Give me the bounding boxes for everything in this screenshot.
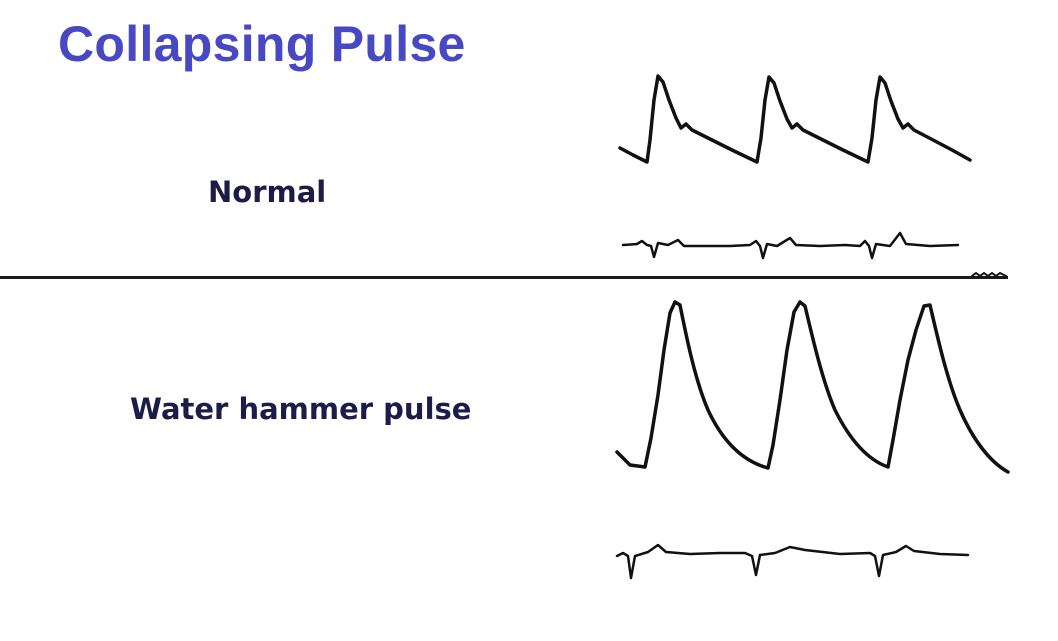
normal-ecg-trace (621, 231, 960, 260)
normal-pulse-label: Normal (208, 175, 327, 209)
normal-pulse-waveform (618, 74, 972, 164)
water-hammer-pulse-label: Water hammer pulse (130, 392, 472, 426)
water-hammer-pulse-waveform (615, 300, 1010, 474)
water-hammer-ecg-trace (615, 543, 970, 580)
section-divider (0, 276, 1008, 279)
slide-title: Collapsing Pulse (58, 16, 466, 72)
divider-end-mark (971, 272, 1007, 277)
